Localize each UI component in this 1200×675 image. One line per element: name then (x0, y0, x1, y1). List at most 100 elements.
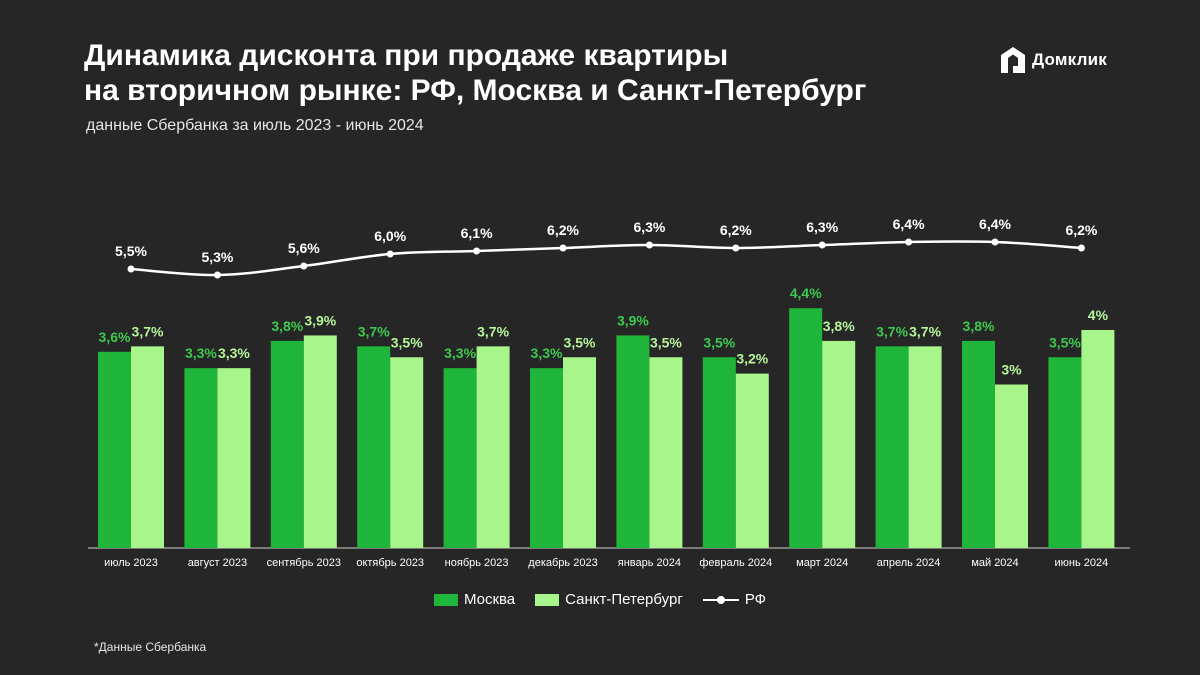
data-label-moscow: 3,9% (617, 312, 649, 328)
data-label-spb: 3,9% (304, 312, 336, 328)
data-label-spb: 3,5% (564, 334, 596, 350)
point-rf (127, 265, 135, 273)
bar-spb (908, 346, 942, 548)
brand-name: Домклик (1032, 50, 1107, 69)
bar-spb (649, 357, 683, 548)
data-label-moscow: 3,5% (1049, 334, 1081, 350)
data-label-rf: 5,3% (201, 249, 233, 265)
chart-title-line2: на вторичном рынке: РФ, Москва и Санкт-П… (84, 74, 867, 107)
data-label-rf: 6,2% (547, 222, 579, 238)
point-rf (473, 247, 481, 255)
x-tick-label: март 2024 (796, 557, 848, 569)
bar-moscow (789, 308, 823, 548)
data-label-moscow: 3,8% (271, 318, 303, 334)
data-label-rf: 5,6% (288, 240, 320, 256)
bar-spb (217, 368, 251, 548)
point-rf (213, 271, 221, 279)
legend-swatch-rf (702, 594, 739, 606)
data-label-rf: 6,3% (633, 219, 665, 235)
point-rf (991, 238, 999, 246)
domclick-house-icon (1001, 47, 1025, 73)
data-label-moscow: 3,7% (358, 323, 390, 339)
legend-swatch-spb (535, 593, 560, 606)
chart-title: Динамика дисконта при продаже квартиры н… (84, 38, 984, 108)
data-label-spb: 3,7% (477, 323, 509, 339)
data-label-moscow: 3,5% (703, 334, 735, 350)
bar-spb (390, 357, 424, 548)
data-label-spb: 3,5% (650, 334, 682, 350)
bar-moscow (184, 368, 218, 548)
bar-moscow (875, 346, 909, 548)
x-tick-label: февраль 2024 (699, 557, 772, 569)
data-label-moscow: 3,3% (444, 345, 476, 361)
data-label-moscow: 3,6% (99, 329, 131, 345)
point-rf (645, 241, 653, 249)
data-label-spb: 4% (1088, 307, 1109, 323)
point-rf (300, 262, 308, 270)
bar-moscow (616, 335, 650, 548)
data-label-spb: 3,7% (909, 323, 941, 339)
point-rf (386, 250, 394, 258)
x-tick-label: июнь 2024 (1055, 557, 1109, 569)
bar-moscow (962, 340, 995, 548)
bar-moscow (270, 340, 304, 548)
data-label-rf: 6,1% (461, 225, 493, 241)
data-label-rf: 6,2% (1065, 222, 1097, 238)
data-label-rf: 6,4% (893, 216, 925, 232)
x-tick-label: декабрь 2023 (528, 557, 597, 569)
bar-spb (735, 373, 769, 548)
data-label-spb: 3,8% (823, 318, 855, 334)
x-tick-label: август 2023 (188, 557, 247, 569)
footnote: *Данные Сбербанка (94, 640, 207, 654)
data-label-moscow: 3,8% (963, 318, 995, 334)
bar-moscow (443, 368, 477, 548)
data-label-spb: 3,7% (132, 323, 164, 339)
data-label-moscow: 3,3% (185, 345, 217, 361)
bar-spb (995, 384, 1028, 548)
x-tick-label: октябрь 2023 (356, 557, 424, 569)
data-label-rf: 6,0% (374, 228, 406, 244)
bar-moscow (98, 351, 131, 548)
bar-spb (1081, 330, 1115, 548)
data-label-rf: 6,3% (806, 219, 838, 235)
data-label-moscow: 4,4% (790, 285, 822, 301)
bar-moscow (1048, 357, 1082, 548)
legend-item-spb: Санкт-Петербург (535, 591, 683, 608)
x-tick-label: июль 2023 (104, 557, 158, 569)
legend-label-rf: РФ (744, 591, 767, 608)
bar-moscow (702, 357, 736, 548)
bar-spb (476, 346, 510, 548)
bar-spb (131, 346, 164, 548)
data-label-rf: 6,2% (720, 222, 752, 238)
bar-spb (563, 357, 596, 548)
x-tick-label: ноябрь 2023 (445, 557, 509, 569)
data-label-spb: 3% (1001, 362, 1022, 378)
point-rf (1077, 244, 1085, 252)
bar-moscow (530, 368, 563, 548)
data-label-moscow: 3,7% (876, 323, 908, 339)
x-tick-label: январь 2024 (618, 557, 681, 569)
x-tick-label: май 2024 (971, 557, 1018, 569)
data-label-spb: 3,2% (736, 351, 768, 367)
data-label-spb: 3,5% (391, 334, 423, 350)
brand-logo: Домклик (1000, 44, 1107, 76)
series-line-rf (130, 240, 1082, 277)
point-rf (732, 244, 740, 252)
bar-moscow (357, 346, 391, 548)
data-label-rf: 6,4% (979, 216, 1011, 232)
legend-item-moscow: Москва (433, 591, 515, 608)
point-rf (905, 238, 913, 246)
bar-spb (303, 335, 337, 548)
data-label-spb: 3,3% (218, 345, 250, 361)
x-tick-label: апрель 2024 (877, 557, 941, 569)
legend-label-spb: Санкт-Петербург (565, 591, 683, 608)
legend-item-rf: РФ (702, 591, 767, 608)
chart-subtitle: данные Сбербанка за июль 2023 - июнь 202… (86, 117, 424, 134)
data-label-rf: 5,5% (115, 243, 147, 259)
point-rf (818, 241, 826, 249)
legend-swatch-moscow (433, 593, 458, 606)
chart-legend: Москва Санкт-Петербург РФ (0, 591, 1200, 608)
x-tick-label: сентябрь 2023 (267, 557, 341, 569)
bar-spb (822, 340, 856, 548)
